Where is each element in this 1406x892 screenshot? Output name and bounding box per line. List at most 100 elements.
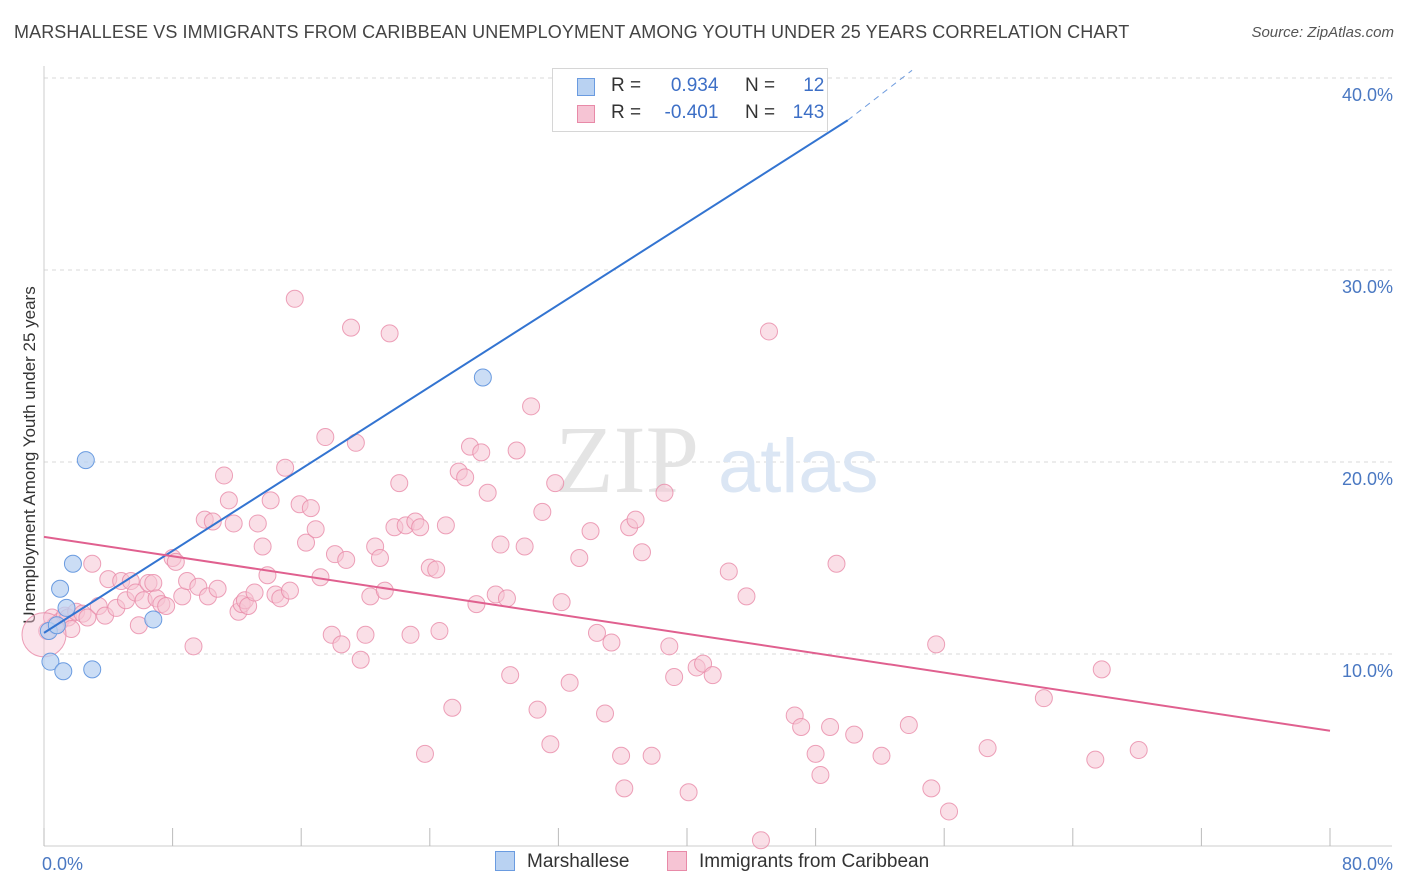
caribbean-point [845, 725, 864, 744]
caribbean-point [253, 537, 272, 556]
legend-swatch-blue [577, 78, 595, 96]
source-label: Source: ZipAtlas.com [1251, 24, 1394, 41]
legend-n-value: 12 [803, 75, 825, 96]
marshallese-trend-line [43, 119, 849, 634]
caribbean-point [224, 514, 243, 533]
caribbean-point [660, 637, 679, 656]
caribbean-point [507, 441, 526, 460]
caribbean-point [208, 579, 227, 598]
caribbean-point [792, 717, 811, 736]
caribbean-point [491, 535, 510, 554]
caribbean-point [497, 589, 516, 608]
caribbean-point [456, 468, 475, 487]
marshallese-point [57, 598, 76, 617]
caribbean-point [370, 549, 389, 567]
caribbean-point [602, 633, 621, 652]
correlation-legend: R = 0.934 N = 12 R = -0.401 N = 143 [552, 68, 828, 132]
caribbean-point [821, 717, 840, 736]
caribbean-point [415, 744, 434, 763]
caribbean-point [759, 322, 778, 341]
marshallese-point [63, 554, 82, 573]
caribbean-point [337, 550, 356, 569]
caribbean-point [411, 518, 430, 537]
caribbean-point [430, 621, 449, 640]
marshallese-point [51, 579, 70, 598]
caribbean-point [280, 581, 299, 600]
caribbean-point [596, 704, 615, 723]
bottom-legend-label: Immigrants from Caribbean [699, 851, 930, 872]
legend-r-label: R = [611, 75, 642, 96]
bottom-legend-label: Marshallese [527, 851, 630, 872]
caribbean-point [219, 491, 238, 510]
caribbean-point [806, 744, 825, 763]
caribbean-point [827, 554, 846, 573]
bottom-legend-swatch-blue [495, 851, 515, 871]
x-tick-label-max: 80.0% [1342, 854, 1393, 874]
caribbean-point [306, 520, 325, 539]
caribbean-point [427, 560, 446, 579]
caribbean-point [501, 666, 520, 685]
caribbean-point [626, 510, 645, 529]
caribbean-point [157, 597, 176, 615]
y-tick-label: 40.0% [1342, 85, 1393, 105]
caribbean-point [83, 554, 102, 573]
caribbean-trend-line [43, 535, 1331, 732]
caribbean-point [872, 746, 891, 765]
caribbean-point [737, 587, 756, 606]
caribbean-point [515, 537, 534, 556]
marshallese-point [473, 368, 492, 387]
caribbean-point [342, 318, 361, 337]
caribbean-point [751, 831, 770, 850]
watermark-zip: ZIP [555, 406, 699, 513]
tick-labels: 10.0% 20.0% 30.0% 40.0% 0.0% 80.0% [42, 85, 1393, 874]
caribbean-point [380, 324, 399, 343]
caribbean-point [401, 625, 420, 644]
watermark: ZIP atlas [555, 406, 879, 513]
caribbean-point [581, 522, 600, 541]
caribbean-point [719, 562, 738, 581]
caribbean-point [467, 595, 486, 614]
legend-r-label: R = [611, 102, 642, 123]
caribbean-point [528, 700, 547, 719]
marshallese-point [83, 660, 102, 679]
caribbean-point [1129, 741, 1148, 759]
bottom-legend-swatch-pink [667, 851, 687, 871]
caribbean-point [612, 746, 631, 765]
caribbean-point [694, 654, 713, 673]
marshallese-point [41, 652, 60, 671]
caribbean-point [899, 716, 918, 735]
caribbean-point [173, 587, 192, 606]
caribbean-point [144, 573, 163, 592]
caribbean-point [78, 608, 97, 627]
caribbean-point [245, 583, 264, 602]
caribbean-point [1092, 660, 1111, 679]
marshallese-trend-extension [847, 69, 913, 121]
x-tick-label-min: 0.0% [42, 854, 83, 874]
caribbean-point [248, 514, 267, 533]
caribbean-point [351, 650, 370, 669]
caribbean-point [665, 668, 684, 687]
caribbean-point [940, 802, 959, 821]
caribbean-point [642, 746, 661, 765]
legend-n-label: N = [744, 102, 776, 123]
legend-n-label: N = [744, 75, 776, 96]
caribbean-point [922, 779, 941, 798]
caribbean-point [261, 491, 280, 510]
legend-n-value: 143 [792, 102, 825, 123]
caribbean-point [285, 289, 304, 308]
caribbean-point [978, 739, 997, 758]
marshallese-point [144, 610, 163, 629]
caribbean-point [552, 593, 571, 612]
caribbean-point [472, 443, 491, 462]
caribbean-point [478, 483, 497, 502]
legend-swatch-pink [577, 105, 595, 123]
caribbean-point [316, 428, 335, 447]
caribbean-point [615, 779, 634, 798]
caribbean-point [332, 635, 351, 654]
chart-title: MARSHALLESE VS IMMIGRANTS FROM CARIBBEAN… [14, 22, 1130, 42]
caribbean-point [533, 502, 552, 521]
caribbean-point [297, 533, 316, 552]
caribbean-point [560, 673, 579, 692]
caribbean-point [546, 474, 565, 493]
